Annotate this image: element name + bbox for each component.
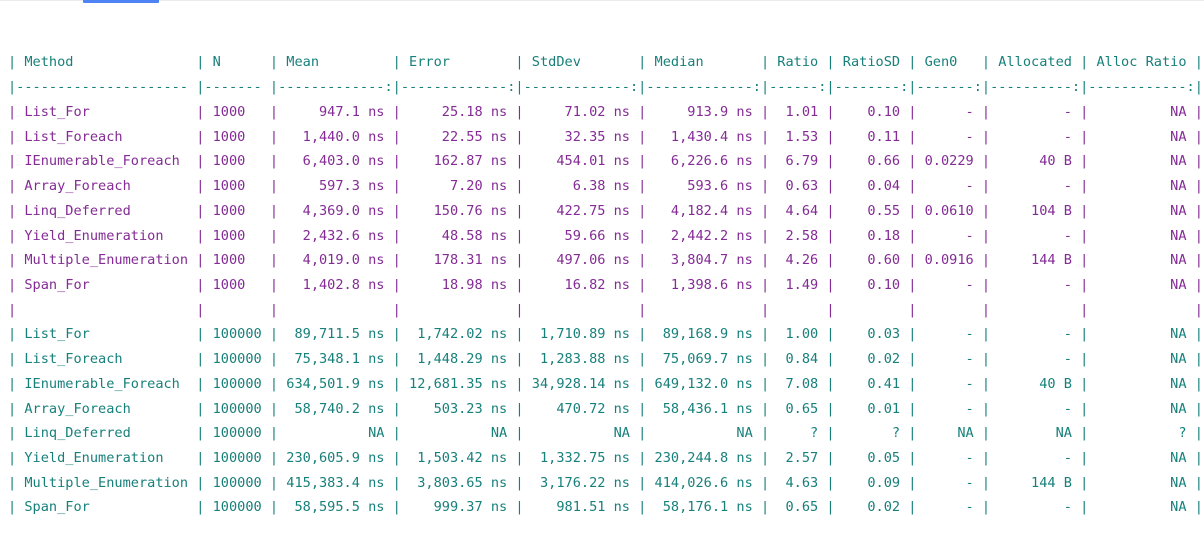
table-row: | Array_Foreach | 1000 | 597.3 ns | 7.20… [8, 178, 1203, 195]
table-row: | List_Foreach | 1000 | 1,440.0 ns | 22.… [8, 128, 1203, 145]
table-row: | Multiple_Enumeration | 100000 | 415,38… [8, 474, 1203, 491]
top-hairline [0, 0, 1204, 1]
table-row: | Yield_Enumeration | 100000 | 230,605.9… [8, 449, 1203, 466]
table-row: | Yield_Enumeration | 1000 | 2,432.6 ns … [8, 227, 1203, 244]
table-row: | IEnumerable_Foreach | 1000 | 6,403.0 n… [8, 153, 1203, 170]
benchmark-table: | Method | N | Mean | Error | StdDev | M… [8, 50, 1204, 520]
benchmark-results-view: | Method | N | Mean | Error | StdDev | M… [8, 54, 1203, 515]
table-row: | List_Foreach | 100000 | 75,348.1 ns | … [8, 351, 1203, 368]
table-row: | Multiple_Enumeration | 1000 | 4,019.0 … [8, 252, 1203, 269]
active-tab-indicator [83, 0, 159, 3]
table-row: | Span_For | 100000 | 58,595.5 ns | 999.… [8, 499, 1203, 516]
table-row: | Span_For | 1000 | 1,402.8 ns | 18.98 n… [8, 276, 1203, 293]
table-row: | List_For | 1000 | 947.1 ns | 25.18 ns … [8, 103, 1203, 120]
table-row: | Linq_Deferred | 1000 | 4,369.0 ns | 15… [8, 202, 1203, 219]
table-blank-row: | | | | | | | | | | | | [8, 301, 1203, 318]
table-separator-row: |--------------------- |------- |-------… [8, 79, 1203, 96]
table-row: | Array_Foreach | 100000 | 58,740.2 ns |… [8, 400, 1203, 417]
table-row: | List_For | 100000 | 89,711.5 ns | 1,74… [8, 326, 1203, 343]
table-header-row: | Method | N | Mean | Error | StdDev | M… [8, 54, 1203, 71]
table-row: | IEnumerable_Foreach | 100000 | 634,501… [8, 375, 1203, 392]
table-row: | Linq_Deferred | 100000 | NA | NA | NA … [8, 425, 1203, 442]
